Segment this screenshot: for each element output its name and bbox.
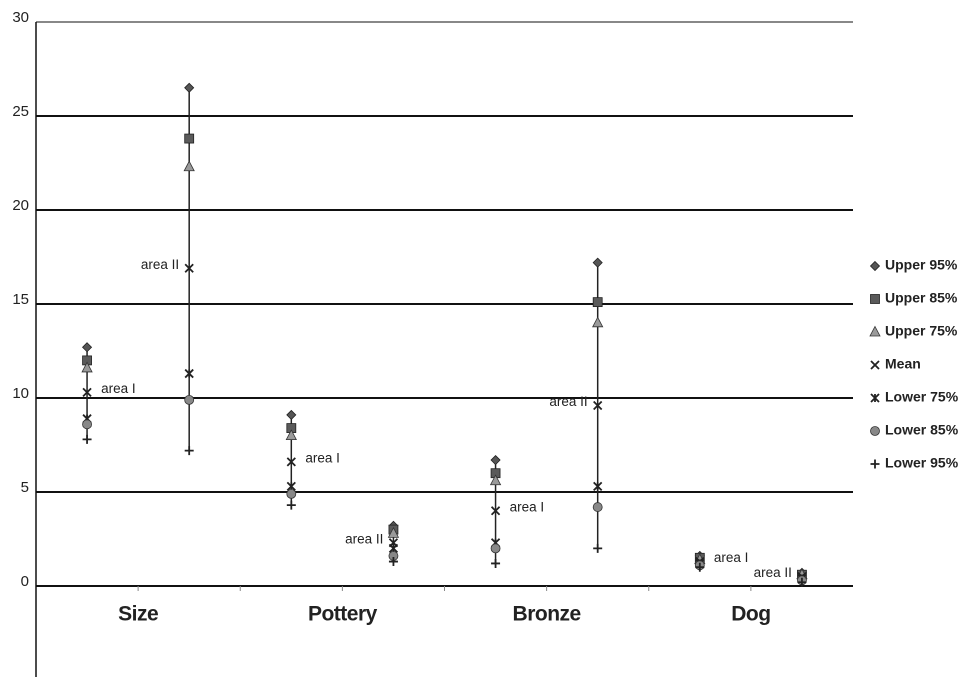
area-label: area II bbox=[549, 394, 587, 409]
area-label: area I bbox=[714, 550, 749, 565]
legend-label: Lower 75% bbox=[885, 389, 959, 405]
point bbox=[388, 557, 398, 567]
legend-label: Lower 85% bbox=[885, 422, 959, 438]
area-label: area II bbox=[345, 531, 383, 546]
point bbox=[592, 502, 603, 512]
legend-marker bbox=[869, 325, 881, 337]
point bbox=[797, 577, 807, 587]
point bbox=[184, 133, 195, 144]
point bbox=[593, 543, 603, 553]
y-tick-label: 10 bbox=[12, 385, 29, 402]
point bbox=[490, 506, 501, 516]
point bbox=[184, 82, 195, 93]
group-label: Bronze bbox=[513, 603, 581, 626]
legend-marker bbox=[870, 393, 880, 403]
point bbox=[285, 429, 297, 440]
point bbox=[82, 434, 92, 444]
legend-marker bbox=[870, 426, 880, 436]
point bbox=[490, 454, 501, 466]
point bbox=[184, 394, 195, 405]
point bbox=[183, 160, 195, 172]
legend-marker bbox=[870, 459, 880, 469]
point bbox=[81, 361, 93, 373]
point bbox=[82, 387, 92, 397]
group-label: Dog bbox=[731, 603, 770, 626]
y-tick-label: 15 bbox=[12, 291, 29, 308]
area-label: area II bbox=[754, 565, 792, 580]
point bbox=[286, 500, 296, 510]
point bbox=[82, 419, 92, 430]
legend-label: Upper 95% bbox=[885, 257, 958, 273]
y-tick-label: 20 bbox=[12, 197, 29, 214]
point bbox=[387, 527, 400, 538]
y-tick-label: 25 bbox=[12, 103, 29, 120]
group-label: Pottery bbox=[308, 603, 378, 626]
point bbox=[184, 446, 194, 456]
y-tick-label: 30 bbox=[12, 9, 29, 26]
point bbox=[592, 297, 603, 308]
y-tick-label: 0 bbox=[21, 573, 29, 590]
area-label: area I bbox=[305, 450, 340, 465]
legend-label: Lower 95% bbox=[885, 455, 959, 471]
group-label: Size bbox=[118, 603, 158, 626]
point bbox=[184, 368, 194, 379]
point bbox=[489, 474, 502, 486]
legend-marker bbox=[870, 294, 880, 304]
point bbox=[81, 342, 93, 353]
point bbox=[593, 481, 603, 491]
y-tick-label: 5 bbox=[21, 479, 29, 496]
area-label: area I bbox=[510, 499, 545, 514]
legend-label: Upper 75% bbox=[885, 323, 958, 339]
point bbox=[184, 263, 194, 273]
point bbox=[286, 409, 297, 420]
legend-marker bbox=[869, 260, 881, 272]
point bbox=[286, 488, 297, 499]
area-label: area II bbox=[141, 257, 179, 272]
point bbox=[592, 316, 604, 328]
legend-label: Upper 85% bbox=[885, 290, 958, 306]
point bbox=[286, 457, 296, 467]
point bbox=[695, 562, 705, 572]
point bbox=[593, 400, 603, 411]
legend-marker bbox=[870, 360, 880, 370]
point bbox=[491, 558, 501, 568]
area-label: area I bbox=[101, 381, 136, 396]
point bbox=[592, 257, 603, 268]
legend-label: Mean bbox=[885, 356, 921, 372]
point bbox=[490, 543, 501, 554]
